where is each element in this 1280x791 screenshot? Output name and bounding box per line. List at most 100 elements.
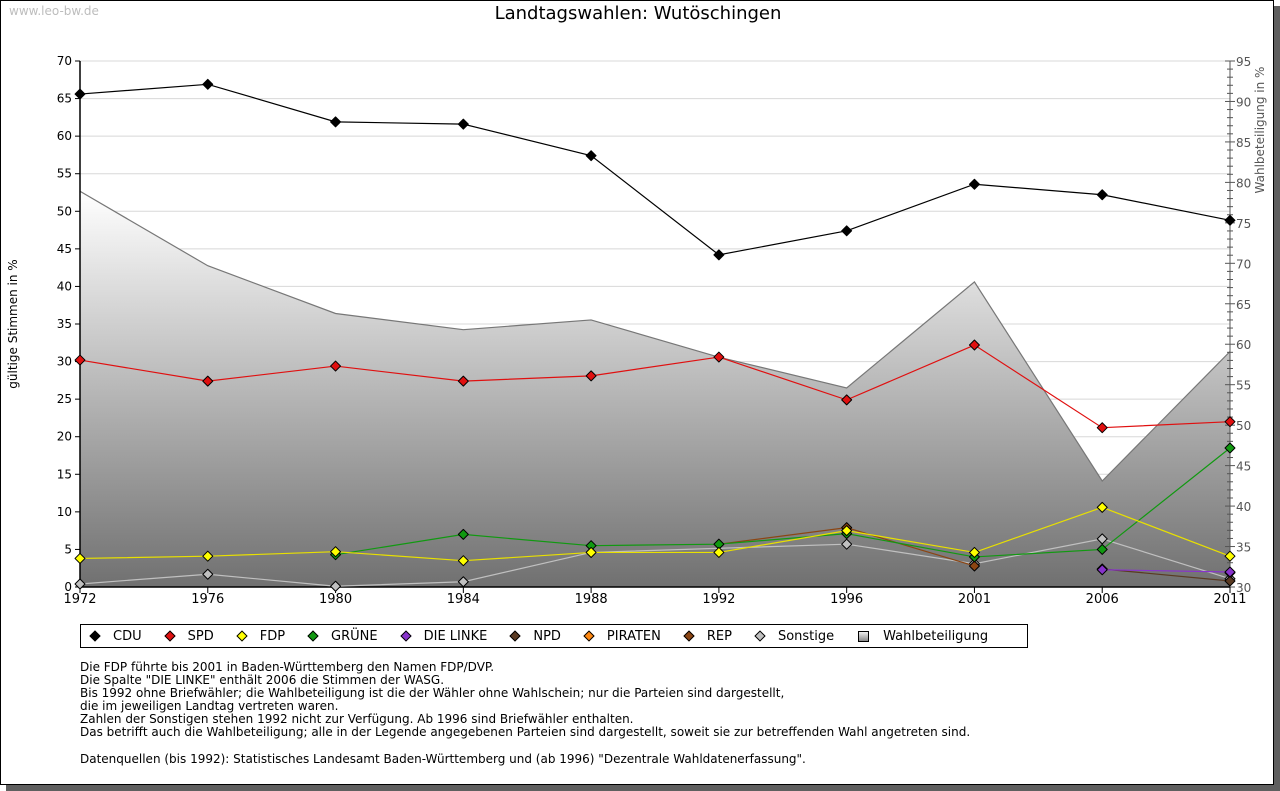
y2-tick-label: 35 [1236, 541, 1251, 555]
data-point-rep [968, 560, 980, 572]
legend: CDU SPD FDP GRÜNE DIE LINKE NPD PIRATEN REP Sons… [80, 624, 1028, 648]
data-point-die-linke [1096, 564, 1108, 576]
series-line-die-linke [1102, 569, 1231, 573]
x-tick-label: 1996 [830, 592, 863, 607]
series-spd [74, 339, 1236, 434]
legend-item: FDP [236, 628, 286, 644]
turnout-area-outline [79, 190, 1231, 482]
series-fdp [74, 501, 1236, 567]
y2-tick-label: 75 [1236, 217, 1251, 231]
legend-item: SPD [163, 628, 214, 644]
data-point-spd [585, 370, 597, 382]
y2-tick-label: 50 [1236, 419, 1251, 433]
x-tick-label: 2011 [1213, 592, 1246, 607]
legend-marker-icon [754, 630, 766, 642]
legend-label: PIRATEN [606, 628, 661, 644]
data-point-fdp [202, 550, 214, 562]
legend-label: REP [706, 628, 732, 644]
y-tick-label: 50 [57, 204, 72, 218]
y2-tick-label: 55 [1236, 379, 1251, 393]
y2-tick-label: 85 [1236, 136, 1251, 150]
data-point-sonstige [202, 568, 214, 580]
y2-tick-label: 90 [1236, 95, 1251, 109]
footnote-line: Das betrifft auch die Wahlbeteiligung; a… [80, 724, 971, 739]
y-tick-label: 40 [57, 279, 72, 293]
turnout-area-layer [79, 190, 1231, 588]
legend-label: Wahlbeteiligung [883, 628, 989, 644]
legend-label: FDP [259, 628, 286, 644]
data-point-cdu [74, 88, 86, 100]
data-point-cdu [968, 178, 980, 190]
data-point-npd [1224, 575, 1236, 587]
footnote-line: Zahlen der Sonstigen stehen 1992 nicht z… [80, 711, 634, 726]
data-point-sonstige [841, 538, 853, 550]
data-point-spd [202, 375, 214, 387]
series-layer [74, 78, 1236, 592]
chart-svg: 0 5 10 15 20 25 30 35 40 45 50 55 60 65 70 30 35 40 45 50 55… [6, 54, 1267, 607]
y2-tick-label: 45 [1236, 460, 1251, 474]
data-point-spd [841, 394, 853, 406]
y2-tick-label: 95 [1236, 55, 1251, 69]
y-tick-label: 25 [57, 392, 72, 406]
data-point-cdu [457, 118, 469, 130]
legend-item: Wahlbeteiligung [858, 629, 988, 644]
data-point-spd [74, 354, 86, 366]
legend-marker-icon [89, 630, 101, 642]
legend-label: SPD [187, 628, 214, 644]
data-point-fdp [968, 546, 980, 558]
y2-tick-label: 65 [1236, 298, 1251, 312]
legend-marker-icon [683, 630, 695, 642]
y-tick-label: 60 [57, 129, 72, 143]
data-point-sonstige [74, 578, 86, 590]
footnote-line: Bis 1992 ohne Briefwähler; die Wahlbetei… [80, 685, 785, 700]
legend-swatch-icon [858, 630, 870, 642]
data-point-cdu [1096, 189, 1108, 201]
y-tick-label: 10 [57, 505, 72, 519]
data-point-gr-ne [1224, 442, 1236, 454]
data-point-cdu [841, 225, 853, 237]
data-point-fdp [1224, 550, 1236, 562]
y-tick-label: 30 [57, 355, 72, 369]
y-tick-label: 20 [57, 430, 72, 444]
data-point-gr-ne [457, 528, 469, 540]
data-point-sonstige [457, 576, 469, 588]
series-line-cdu [79, 83, 1231, 256]
data-point-spd [330, 360, 342, 372]
legend-item: DIE LINKE [399, 628, 488, 644]
data-point-cdu [585, 150, 597, 162]
legend-label: NPD [533, 628, 561, 644]
data-point-spd [713, 351, 725, 363]
data-point-sonstige [1096, 533, 1108, 545]
data-point-die-linke [1224, 566, 1236, 578]
y2-tick-label: 60 [1236, 338, 1251, 352]
x-tick-label: 1980 [319, 592, 352, 607]
y-tick-label: 15 [57, 467, 72, 481]
x-tick-label: 2006 [1086, 592, 1119, 607]
x-tick-label: 1984 [447, 592, 480, 607]
legend-marker-icon [583, 630, 595, 642]
footnote-line: die im jeweiligen Landtag vertreten ware… [80, 698, 339, 713]
legend-marker-icon [509, 630, 522, 642]
y2-axis-label: Wahlbeteiligung in % [1253, 67, 1267, 194]
data-point-gr-ne [1096, 543, 1108, 555]
y2-tick-label: 70 [1236, 257, 1251, 271]
x-tick-label: 1992 [702, 592, 735, 607]
watermark: www.leo-bw.de [9, 4, 99, 18]
legend-marker-icon [163, 630, 176, 642]
legend-label: Sonstige [777, 628, 835, 644]
legend-label: CDU [113, 628, 142, 644]
legend-item: GRÜNE [307, 629, 378, 644]
x-tick-label: 1972 [63, 592, 96, 607]
legend-item: PIRATEN [583, 628, 661, 644]
axes: 0 5 10 15 20 25 30 35 40 45 50 55 60 65 70 30 35 40 45 50 55… [57, 54, 1252, 607]
footnotes: Die FDP führte bis 2001 in Baden-Württem… [80, 661, 970, 738]
series-line-npd [1102, 568, 1231, 582]
data-point-spd [968, 339, 980, 351]
legend-label: DIE LINKE [423, 628, 488, 644]
data-point-sonstige [330, 580, 342, 592]
data-point-fdp [1096, 501, 1108, 513]
data-point-cdu [330, 116, 342, 128]
data-point-fdp [713, 546, 725, 558]
x-tick-label: 1988 [575, 592, 608, 607]
data-point-fdp [457, 555, 469, 567]
